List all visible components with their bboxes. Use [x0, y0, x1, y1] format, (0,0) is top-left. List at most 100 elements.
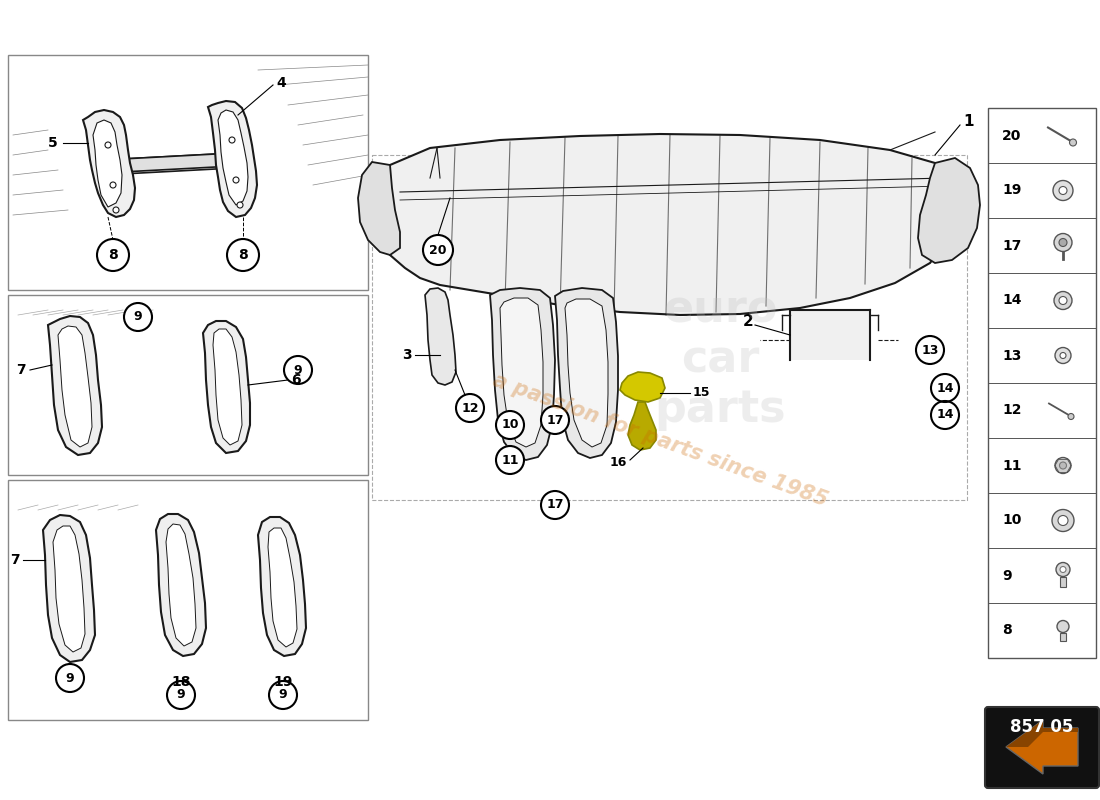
- Text: 857 05: 857 05: [1010, 718, 1074, 736]
- Polygon shape: [103, 152, 253, 175]
- Text: 10: 10: [1002, 514, 1022, 527]
- Text: 4: 4: [276, 76, 286, 90]
- Polygon shape: [218, 110, 248, 205]
- Circle shape: [1059, 238, 1067, 246]
- Text: 12: 12: [461, 402, 478, 414]
- Polygon shape: [1006, 720, 1078, 774]
- Polygon shape: [82, 110, 135, 217]
- Text: 5: 5: [48, 136, 58, 150]
- Text: 2: 2: [742, 314, 754, 330]
- Text: 14: 14: [1002, 294, 1022, 307]
- Text: 12: 12: [1002, 403, 1022, 418]
- Polygon shape: [43, 515, 95, 662]
- Circle shape: [97, 239, 129, 271]
- Circle shape: [541, 406, 569, 434]
- Bar: [8, 295, 368, 475]
- Text: 17: 17: [1002, 238, 1022, 253]
- Text: 8: 8: [238, 248, 248, 262]
- Polygon shape: [156, 514, 206, 656]
- Polygon shape: [48, 316, 102, 455]
- FancyBboxPatch shape: [984, 707, 1099, 788]
- Circle shape: [104, 142, 111, 148]
- Circle shape: [227, 239, 258, 271]
- Circle shape: [124, 303, 152, 331]
- Bar: [372, 155, 967, 500]
- Circle shape: [1059, 186, 1067, 194]
- Text: 14: 14: [936, 382, 954, 394]
- Text: 9: 9: [134, 310, 142, 323]
- Polygon shape: [58, 326, 92, 447]
- Circle shape: [1054, 234, 1072, 251]
- Circle shape: [1054, 291, 1072, 310]
- Text: 3: 3: [403, 348, 412, 362]
- Text: 7: 7: [10, 553, 20, 567]
- Text: 17: 17: [547, 414, 563, 426]
- Circle shape: [1057, 621, 1069, 633]
- Bar: [791, 310, 870, 360]
- Text: 11: 11: [1002, 458, 1022, 473]
- Polygon shape: [213, 329, 242, 445]
- Text: a passion for parts since 1985: a passion for parts since 1985: [490, 370, 830, 510]
- Polygon shape: [1006, 720, 1078, 747]
- Polygon shape: [268, 528, 297, 647]
- Circle shape: [1068, 414, 1074, 419]
- Bar: [8, 480, 368, 720]
- Circle shape: [1053, 181, 1072, 201]
- Bar: [1060, 577, 1066, 586]
- Circle shape: [110, 182, 115, 188]
- Text: 13: 13: [922, 343, 938, 357]
- Circle shape: [284, 356, 312, 384]
- Text: 20: 20: [429, 243, 447, 257]
- Circle shape: [1059, 297, 1067, 305]
- Text: 8: 8: [108, 248, 118, 262]
- Circle shape: [270, 681, 297, 709]
- Circle shape: [1055, 458, 1071, 474]
- Polygon shape: [490, 288, 556, 460]
- Circle shape: [233, 177, 239, 183]
- Polygon shape: [379, 134, 958, 315]
- Text: 13: 13: [1002, 349, 1022, 362]
- Text: 6: 6: [292, 373, 300, 387]
- Text: 9: 9: [278, 689, 287, 702]
- Polygon shape: [358, 162, 400, 255]
- Polygon shape: [103, 152, 253, 173]
- Polygon shape: [94, 120, 122, 207]
- Polygon shape: [166, 524, 196, 646]
- Text: 10: 10: [502, 418, 519, 431]
- Text: 16: 16: [609, 457, 627, 470]
- Text: 8: 8: [1002, 623, 1012, 638]
- Circle shape: [424, 235, 453, 265]
- Text: 7: 7: [16, 363, 26, 377]
- Circle shape: [1058, 515, 1068, 526]
- Polygon shape: [918, 158, 980, 263]
- Circle shape: [496, 446, 524, 474]
- Text: 19: 19: [273, 675, 293, 689]
- Polygon shape: [53, 526, 85, 652]
- Circle shape: [1056, 562, 1070, 577]
- Polygon shape: [500, 298, 543, 447]
- Bar: [8, 55, 368, 290]
- Text: 9: 9: [294, 363, 302, 377]
- Text: 17: 17: [547, 498, 563, 511]
- Circle shape: [456, 394, 484, 422]
- Circle shape: [931, 401, 959, 429]
- Text: 20: 20: [1002, 129, 1022, 142]
- Polygon shape: [208, 101, 257, 217]
- Circle shape: [236, 202, 243, 208]
- Polygon shape: [556, 288, 618, 458]
- Text: 9: 9: [177, 689, 185, 702]
- Circle shape: [1059, 462, 1067, 469]
- Text: 9: 9: [1002, 569, 1012, 582]
- Polygon shape: [425, 288, 456, 385]
- Circle shape: [1052, 510, 1074, 531]
- Text: 19: 19: [1002, 183, 1022, 198]
- Text: 14: 14: [936, 409, 954, 422]
- Circle shape: [56, 664, 84, 692]
- Text: euro
car
parts: euro car parts: [654, 289, 785, 431]
- Circle shape: [229, 137, 235, 143]
- Polygon shape: [204, 321, 250, 453]
- Text: 9: 9: [66, 671, 75, 685]
- Circle shape: [541, 491, 569, 519]
- Text: 15: 15: [693, 386, 711, 399]
- Circle shape: [167, 681, 195, 709]
